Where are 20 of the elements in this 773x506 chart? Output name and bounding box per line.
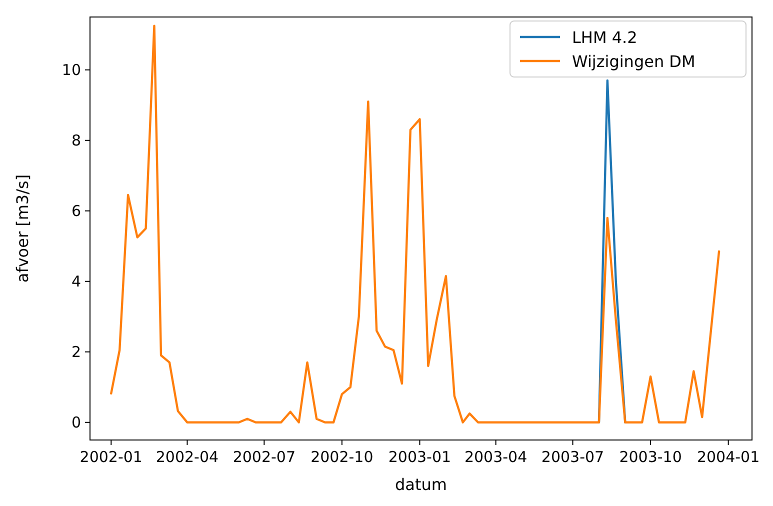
x-tick-label: 2003-10 [619,448,682,466]
x-tick-label: 2002-07 [232,448,296,466]
y-tick-label: 8 [71,131,81,150]
y-axis-title: afvoer [m3/s] [13,174,32,283]
x-tick-label: 2002-10 [310,448,374,466]
x-axis-title: datum [395,475,447,494]
y-tick-label: 4 [71,272,81,290]
x-tick-label: 2004-01 [696,448,760,466]
x-tick-label: 2003-07 [541,448,604,466]
line-series [110,24,720,424]
legend-label: LHM 4.2 [572,28,638,47]
y-tick-label: 10 [62,60,81,79]
x-tick-label: 2002-04 [156,448,219,466]
y-tick-label: 2 [71,342,81,361]
x-tick-label: 2003-04 [464,448,528,466]
x-tick-label: 2003-01 [388,448,452,466]
y-tick-label: 0 [71,413,81,432]
x-tick-label: 2002-01 [80,448,142,466]
legend-label: Wijzigingen DM [572,52,696,71]
y-tick-label: 6 [71,202,81,220]
